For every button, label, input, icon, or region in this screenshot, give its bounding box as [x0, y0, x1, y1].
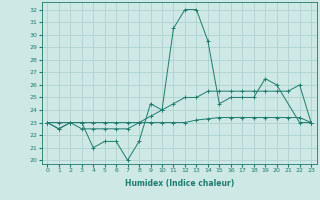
X-axis label: Humidex (Indice chaleur): Humidex (Indice chaleur): [124, 179, 234, 188]
